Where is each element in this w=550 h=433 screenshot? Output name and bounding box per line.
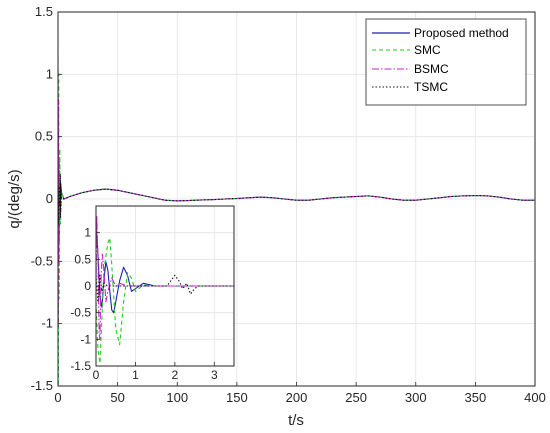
main-ticks: 0 50 100 150 200 250 300 350 400-1.5-1-0.500.511… — [31, 4, 546, 405]
tick-label-x: 100 — [166, 390, 188, 405]
tick-label-y: -1 — [41, 316, 53, 331]
inset-tick-label-y: 0.5 — [74, 252, 91, 266]
tick-label-x: 400 — [524, 390, 546, 405]
tick-label-x: 150 — [226, 390, 248, 405]
tick-label-y: 1 — [46, 66, 53, 81]
tick-label-y: -1.5 — [31, 378, 53, 393]
inset-tick-label-x: 3 — [211, 368, 218, 382]
tick-label-x: 300 — [405, 390, 427, 405]
inset-tick-label-y: -1 — [80, 332, 91, 346]
inset-tick-label-y: -0.5 — [70, 306, 91, 320]
legend-label: BSMC — [414, 62, 449, 76]
legend-label: SMC — [414, 43, 441, 57]
tick-label-x: 0 — [54, 390, 61, 405]
legend: Proposed method SMC BSMC TSMC — [365, 18, 527, 106]
tick-label-y: 0 — [46, 191, 53, 206]
tick-label-x: 350 — [465, 390, 487, 405]
inset-series-layer — [96, 216, 234, 364]
inset-ticks: 0 1 2 3 -1.5 -1 -0.5 0 0.5 1 — [70, 226, 218, 382]
inset-tick-label-x: 2 — [172, 368, 179, 382]
legend-label: TSMC — [414, 80, 448, 94]
tick-label-x: 200 — [286, 390, 308, 405]
inset-tick-label-y: 0 — [84, 279, 91, 293]
inset-tick-label-y: -1.5 — [70, 359, 91, 373]
main-series-layer — [58, 30, 535, 386]
legend-label: Proposed method — [414, 26, 509, 40]
inset-chart: 0 1 2 3 -1.5 -1 -0.5 0 0.5 1 — [70, 205, 235, 382]
series-line-tsmc — [58, 167, 535, 225]
tick-label-y: 0.5 — [35, 129, 53, 144]
y-axis-label: q/(deg/s) — [6, 169, 23, 228]
inset-tick-label-x: 1 — [132, 368, 139, 382]
inset-tick-label-y: 1 — [84, 226, 91, 240]
inset-tick-label-x: 0 — [93, 368, 100, 382]
inset-series-line-smc — [96, 237, 234, 364]
tick-label-x: 250 — [345, 390, 367, 405]
tick-label-x: 50 — [110, 390, 124, 405]
x-axis-label: t/s — [288, 412, 304, 429]
inset-series-line-tsmc — [96, 274, 234, 303]
tick-label-y: 1.5 — [35, 4, 53, 19]
tick-label-y: -0.5 — [31, 253, 53, 268]
